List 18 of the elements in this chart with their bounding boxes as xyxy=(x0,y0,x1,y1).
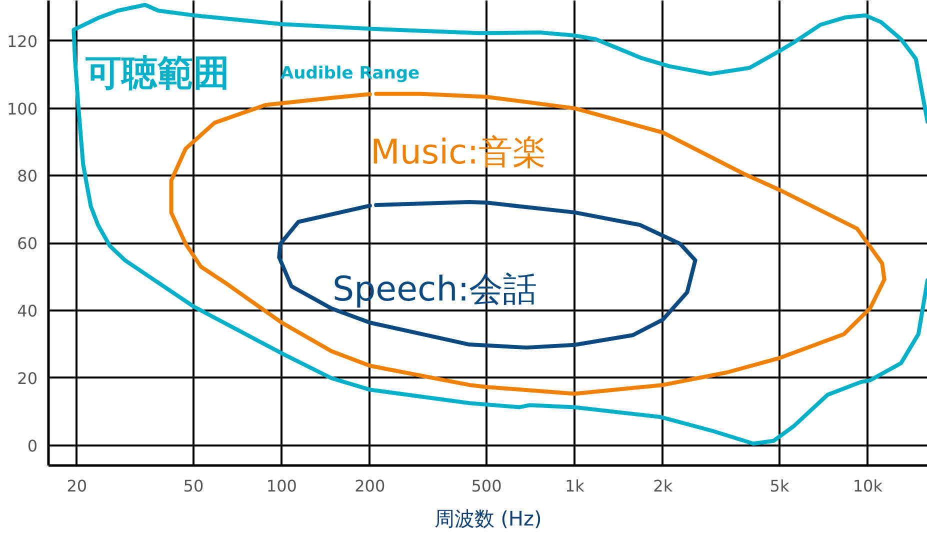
y-tick-label: 120 xyxy=(6,32,38,51)
x-tick-label: 20 xyxy=(66,476,88,496)
series-label: 可聴範囲 xyxy=(86,53,230,94)
y-tick-label: 40 xyxy=(17,302,38,320)
x-tick-label: 1k xyxy=(564,476,586,496)
x-tick-label: 10k xyxy=(852,476,884,496)
x-tick-label: 50 xyxy=(183,476,204,496)
x-tick-label: 200 xyxy=(354,476,386,496)
x-tick-label: 2k xyxy=(653,476,674,496)
y-tick-label: 0 xyxy=(27,436,38,456)
x-tick-label: 5k xyxy=(770,476,790,496)
y-tick-label: 20 xyxy=(17,368,38,388)
y-tick-label: 100 xyxy=(6,99,38,118)
x-axis-title: 周波数 (Hz) xyxy=(434,506,542,530)
y-tick-label: 80 xyxy=(17,166,38,186)
x-tick-label: 500 xyxy=(471,476,502,496)
y-tick-label: 60 xyxy=(17,234,38,254)
x-tick-label: 100 xyxy=(266,476,297,496)
